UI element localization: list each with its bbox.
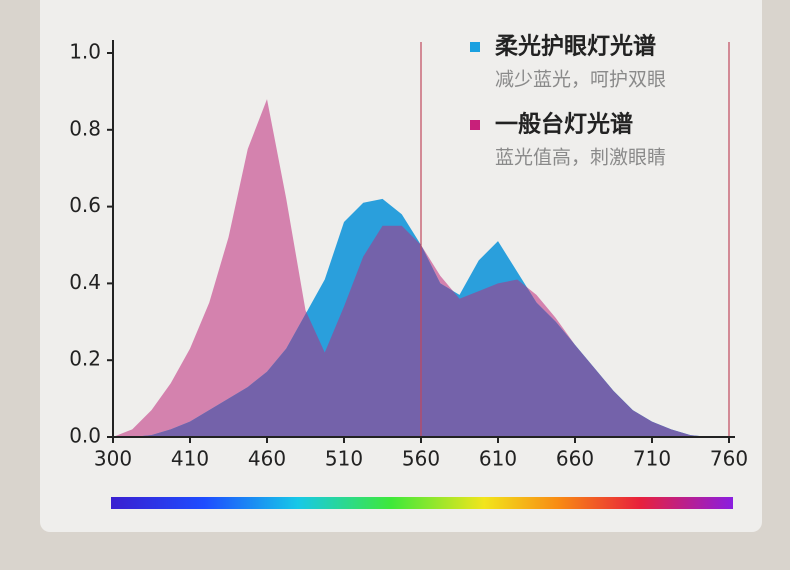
legend-subtitle: 减少蓝光，呵护双眼 [495,69,666,91]
legend-swatch [470,120,480,130]
x-tick-label: 710 [633,447,671,471]
y-tick-label: 0.6 [69,193,101,217]
y-tick-label: 0.2 [69,347,101,371]
x-tick-label: 660 [556,447,594,471]
legend-label: 一般台灯光谱 [495,111,633,138]
legend-subtitle: 蓝光值高，刺激眼睛 [495,147,666,169]
x-tick-label: 510 [325,447,363,471]
y-tick-label: 0.4 [69,270,101,294]
x-tick-label: 460 [248,447,286,471]
x-tick-label: 610 [479,447,517,471]
y-tick-label: 0.8 [69,116,101,140]
x-tick-label: 760 [710,447,748,471]
legend-swatch [470,42,480,52]
y-tick-label: 0.0 [69,424,101,448]
legend-label: 柔光护眼灯光谱 [495,33,656,60]
y-tick-label: 1.0 [69,40,101,64]
x-tick-label: 300 [94,447,132,471]
x-tick-label: 560 [402,447,440,471]
spectrum-bar [111,497,733,509]
x-tick-label: 410 [171,447,209,471]
